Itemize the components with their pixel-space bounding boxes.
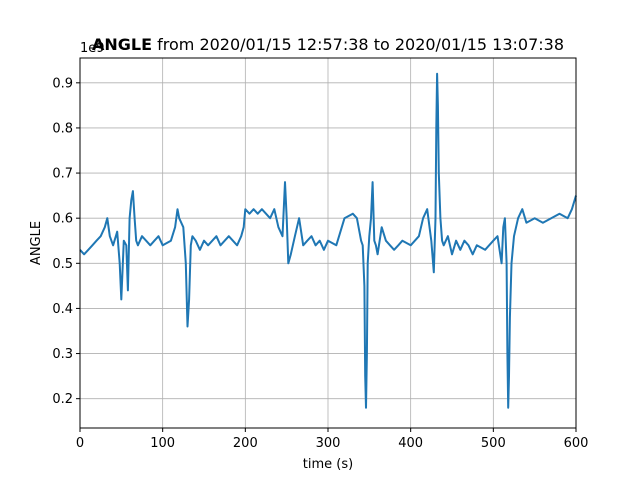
y-tick-label: 0.6 <box>52 212 73 227</box>
y-tick-label: 0.5 <box>52 257 73 272</box>
y-tick-label: 0.8 <box>52 121 73 136</box>
y-axis: 0.2 0.3 0.4 0.5 0.6 0.7 0.8 0.9 <box>52 76 80 407</box>
chart-title: ANGLE from 2020/01/15 12:57:38 to 2020/0… <box>92 35 564 54</box>
y-tick-label: 0.9 <box>52 76 73 91</box>
y-tick-label: 0.7 <box>52 167 73 182</box>
y-tick-label: 0.2 <box>52 392 73 407</box>
x-tick-label: 600 <box>564 436 589 451</box>
line-series <box>79 72 577 409</box>
x-tick-label: 500 <box>481 436 506 451</box>
grid <box>79 58 577 428</box>
x-tick-label: 0 <box>76 436 84 451</box>
x-tick-label: 300 <box>316 436 341 451</box>
x-tick-label: 200 <box>233 436 258 451</box>
x-tick-label: 100 <box>150 436 175 451</box>
chart-title-bold: ANGLE <box>92 35 152 54</box>
angle-series-line <box>79 72 577 409</box>
y-tick-label: 0.4 <box>52 302 73 317</box>
x-axis: 0 100 200 300 400 500 600 <box>76 428 589 451</box>
chart-title-rest: from 2020/01/15 12:57:38 to 2020/01/15 1… <box>152 35 564 54</box>
y-offset-label: 1e9 <box>80 41 105 56</box>
y-tick-label: 0.3 <box>52 347 73 362</box>
y-axis-label: ANGLE <box>29 221 44 265</box>
x-axis-label: time (s) <box>303 457 353 472</box>
x-tick-label: 400 <box>398 436 423 451</box>
